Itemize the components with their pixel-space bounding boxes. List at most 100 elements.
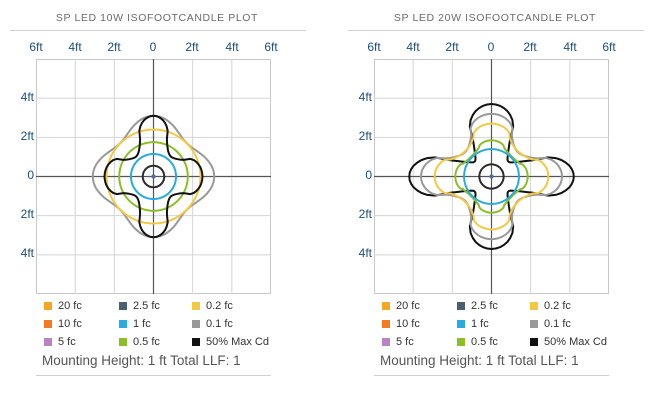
contour-0-1-fc	[420, 112, 563, 241]
legend-label: 0.1 fc	[206, 318, 233, 330]
chart-legend: 20 fc 10 fc 5 fc 2.5 fc 1 fc 0.5 fc 0.2 …	[374, 297, 609, 353]
legend-swatch	[382, 338, 390, 346]
legend-swatch	[44, 320, 52, 328]
legend-swatch	[44, 302, 52, 310]
legend-item: 5 fc	[44, 334, 76, 350]
x-tick-label: 4ft	[68, 40, 82, 54]
y-tick-label: 4ft	[20, 246, 34, 260]
legend-label: 1 fc	[133, 318, 151, 330]
legend-item: 20 fc	[44, 298, 82, 314]
chart-legend: 20 fc 10 fc 5 fc 2.5 fc 1 fc 0.5 fc 0.2 …	[36, 297, 271, 353]
footer-divider	[36, 375, 271, 376]
contour-50-max-cd	[103, 114, 204, 239]
x-tick-label: 6ft	[29, 40, 43, 54]
x-tick-label: 2ft	[107, 40, 121, 54]
legend-label: 10 fc	[58, 318, 82, 330]
legend-swatch	[192, 302, 200, 310]
mounting-info-footer: Mounting Height: 1 ft Total LLF: 1	[42, 353, 241, 368]
x-tick-label: 0	[487, 40, 495, 54]
isofootcandle-panel-10w: SP LED 10W ISOFOOTCANDLE PLOT 6ft 4ft 2f…	[2, 0, 312, 401]
chart-title: SP LED 10W ISOFOOTCANDLE PLOT	[55, 12, 259, 24]
y-tick-label: 4ft	[358, 246, 372, 260]
isofootcandle-plot-area	[374, 59, 609, 294]
contour-0-2-fc	[105, 128, 202, 225]
legend-label: 50% Max Cd	[206, 336, 269, 348]
y-tick-label: 2ft	[20, 129, 34, 143]
legend-item: 0.1 fc	[530, 316, 571, 332]
legend-swatch	[457, 302, 465, 310]
title-divider	[348, 30, 644, 31]
legend-label: 1 fc	[471, 318, 489, 330]
title-divider	[10, 30, 306, 31]
y-tick-label: 4ft	[358, 90, 372, 104]
isofootcandle-panel-20w: SP LED 20W ISOFOOTCANDLE PLOT 6ft 4ft 2f…	[340, 0, 650, 401]
legend-swatch	[530, 320, 538, 328]
legend-label: 20 fc	[396, 300, 420, 312]
footer-divider	[374, 375, 609, 376]
legend-label: 50% Max Cd	[544, 336, 607, 348]
legend-swatch	[119, 302, 127, 310]
contour-1-fc	[130, 153, 177, 200]
contour-0-2-fc	[433, 122, 550, 231]
legend-item: 10 fc	[44, 316, 82, 332]
y-tick-label: 2ft	[358, 207, 372, 221]
x-tick-label: 4ft	[563, 40, 577, 54]
y-tick-label: 0	[365, 168, 372, 182]
x-tick-label: 0	[149, 40, 157, 54]
center-dot	[489, 174, 494, 179]
contour-2-5-fc	[141, 164, 166, 189]
legend-swatch	[530, 338, 538, 346]
legend-swatch	[382, 302, 390, 310]
legend-item: 0.5 fc	[457, 334, 498, 350]
legend-item: 0.1 fc	[192, 316, 233, 332]
x-tick-label: 6ft	[264, 40, 278, 54]
legend-label: 10 fc	[396, 318, 420, 330]
legend-item: 0.2 fc	[192, 298, 233, 314]
center-dot	[151, 174, 156, 179]
x-tick-label: 6ft	[367, 40, 381, 54]
legend-swatch	[119, 320, 127, 328]
x-tick-label: 2ft	[523, 40, 537, 54]
x-tick-label: 4ft	[406, 40, 420, 54]
y-tick-label: 0	[27, 168, 34, 182]
chart-title: SP LED 20W ISOFOOTCANDLE PLOT	[393, 12, 597, 24]
legend-label: 0.5 fc	[133, 336, 160, 348]
legend-item: 1 fc	[119, 316, 151, 332]
legend-label: 0.2 fc	[544, 300, 571, 312]
legend-swatch	[192, 338, 200, 346]
legend-label: 2.5 fc	[471, 300, 498, 312]
legend-swatch	[119, 338, 127, 346]
contour-0-5-fc	[118, 141, 189, 212]
legend-item: 50% Max Cd	[530, 334, 607, 350]
legend-item: 0.2 fc	[530, 298, 571, 314]
legend-item: 2.5 fc	[457, 298, 498, 314]
legend-item: 20 fc	[382, 298, 420, 314]
legend-swatch	[44, 338, 52, 346]
legend-label: 0.2 fc	[206, 300, 233, 312]
legend-item: 5 fc	[382, 334, 414, 350]
contour-1-fc	[463, 148, 520, 205]
legend-item: 1 fc	[457, 316, 489, 332]
legend-swatch	[457, 338, 465, 346]
legend-label: 5 fc	[396, 336, 414, 348]
contour-50-max-cd	[408, 103, 575, 250]
legend-item: 0.5 fc	[119, 334, 160, 350]
mounting-info-footer: Mounting Height: 1 ft Total LLF: 1	[380, 353, 579, 368]
legend-item: 2.5 fc	[119, 298, 160, 314]
legend-label: 5 fc	[58, 336, 76, 348]
legend-swatch	[457, 320, 465, 328]
legend-label: 20 fc	[58, 300, 82, 312]
legend-label: 2.5 fc	[133, 300, 160, 312]
x-tick-label: 6ft	[602, 40, 616, 54]
y-tick-label: 2ft	[358, 129, 372, 143]
contour-0-1-fc	[91, 114, 216, 239]
legend-swatch	[382, 320, 390, 328]
legend-swatch	[192, 320, 200, 328]
y-tick-label: 4ft	[20, 90, 34, 104]
y-tick-label: 2ft	[20, 207, 34, 221]
legend-label: 0.1 fc	[544, 318, 571, 330]
legend-item: 10 fc	[382, 316, 420, 332]
contour-2-5-fc	[478, 163, 505, 190]
x-tick-label: 4ft	[225, 40, 239, 54]
contour-0-5-fc	[454, 139, 529, 214]
